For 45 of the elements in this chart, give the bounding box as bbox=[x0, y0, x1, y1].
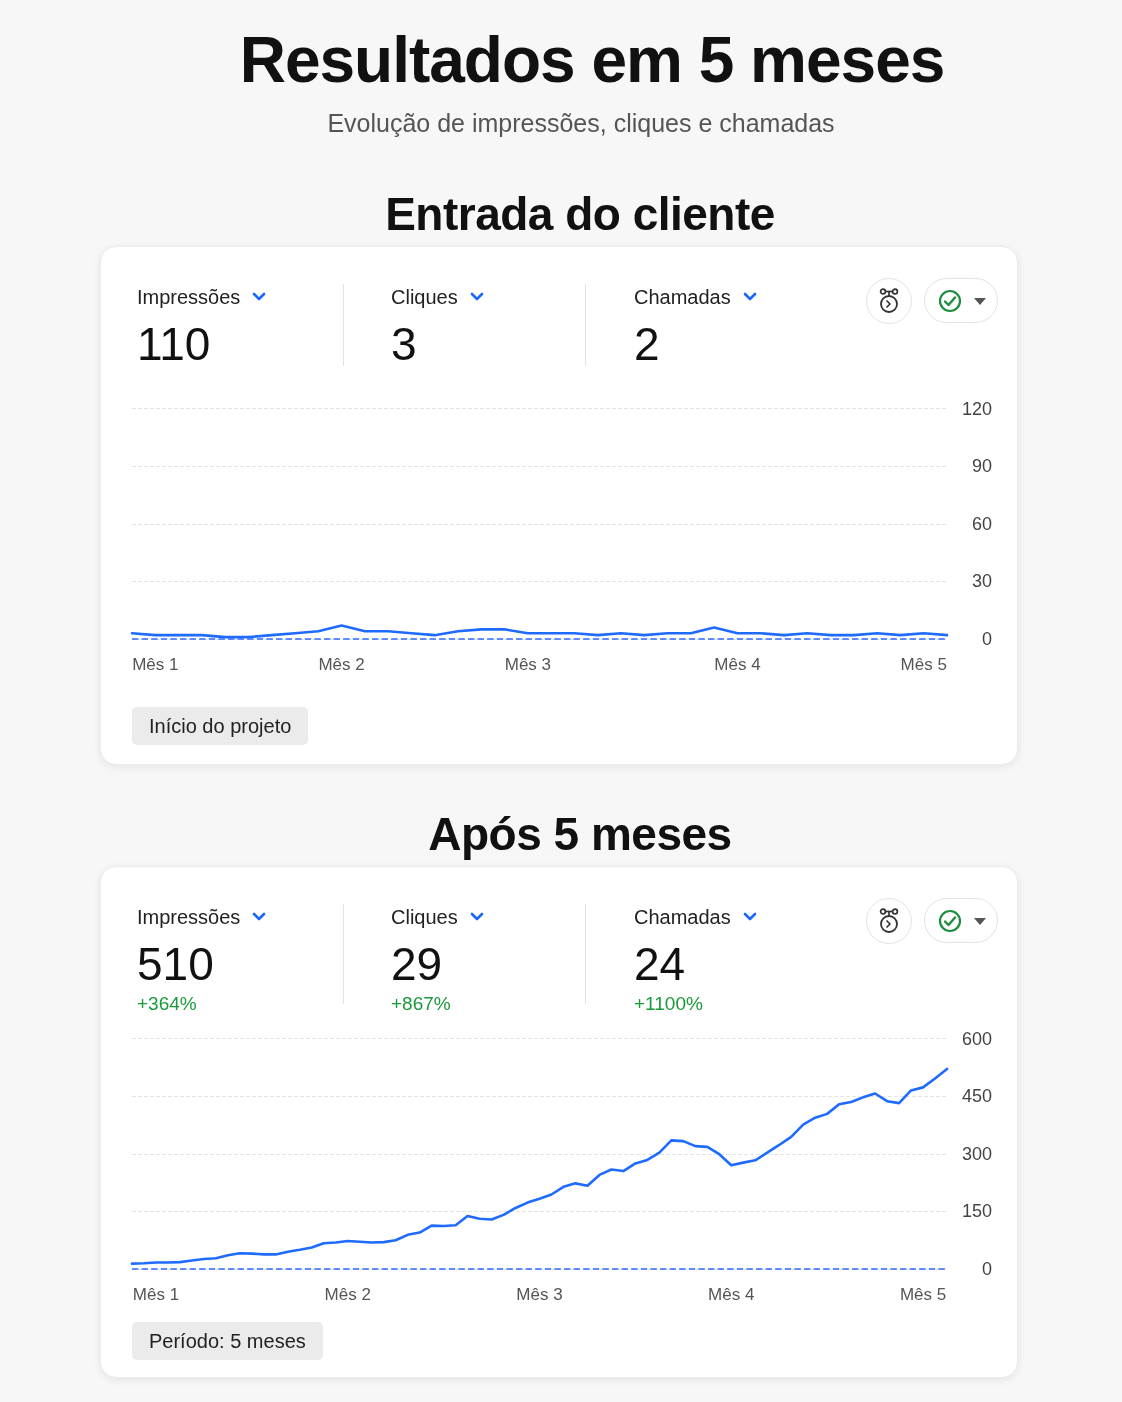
line-series bbox=[130, 624, 949, 639]
x-tick-label: Mês 3 bbox=[504, 655, 552, 674]
y-tick-label: 300 bbox=[961, 1143, 992, 1164]
x-tick-label: Mês 2 bbox=[324, 1285, 371, 1304]
text: +1100% bbox=[634, 992, 703, 1014]
text: +867% bbox=[391, 992, 451, 1014]
badge: Início do projeto bbox=[132, 707, 309, 745]
text: 29 bbox=[391, 937, 443, 990]
chart-title: Após 5 meses bbox=[428, 808, 732, 860]
y-tick-label: 60 bbox=[971, 513, 992, 534]
x-tick-label: Mês 5 bbox=[900, 655, 947, 674]
badge: Período: 5 meses bbox=[132, 1322, 323, 1360]
line-series bbox=[130, 1067, 949, 1265]
chart-title: Entrada do cliente bbox=[385, 188, 775, 240]
x-tick-label: Mês 1 bbox=[132, 655, 179, 674]
x-tick-label: Mês 5 bbox=[899, 1285, 947, 1304]
text: 110 bbox=[137, 317, 211, 370]
x-tick-label: Mês 3 bbox=[516, 1285, 563, 1304]
y-tick-label: 0 bbox=[981, 629, 992, 649]
y-tick-label: 0 bbox=[981, 1259, 992, 1279]
text: Evolução de impressões, cliques e chamadas bbox=[327, 109, 835, 137]
x-tick-label: Mês 4 bbox=[708, 1285, 755, 1304]
text: +364% bbox=[137, 992, 197, 1014]
text: Chamadas bbox=[634, 285, 731, 308]
y-tick-label: 600 bbox=[961, 1028, 992, 1049]
text: 510 bbox=[137, 937, 214, 990]
y-tick-label: 120 bbox=[961, 398, 992, 419]
text: 3 bbox=[391, 317, 417, 370]
x-tick-label: Mês 2 bbox=[318, 655, 365, 674]
y-tick-label: 30 bbox=[971, 571, 992, 592]
text: 2 bbox=[634, 317, 660, 370]
y-tick-label: 150 bbox=[961, 1201, 992, 1222]
x-tick-label: Mês 1 bbox=[132, 1285, 180, 1304]
card: Impressões 110 Cliques 3 Chamadas 2 0 30 60 90 120 Mês 1 Mês 2 Mês 3 Mês 4 Mês 5 Início do projeto bbox=[100, 246, 1018, 765]
text: 24 bbox=[634, 937, 686, 990]
y-tick-label: 90 bbox=[971, 456, 992, 477]
text: Cliques bbox=[391, 905, 458, 928]
text: Impressões bbox=[137, 905, 241, 928]
text: Resultados em 5 meses bbox=[239, 24, 945, 96]
text: Chamadas bbox=[634, 905, 731, 928]
text: Cliques bbox=[391, 285, 458, 308]
x-tick-label: Mês 4 bbox=[714, 655, 761, 674]
card: Impressões 510 +364% Cliques 29 +867% Chamadas 24 +1100% 0 150 300 450 600 Mês 1 Mês 2 Mês 3 Mês 4 Mês 5 Período: 5 meses bbox=[100, 866, 1018, 1378]
y-tick-label: 450 bbox=[961, 1086, 992, 1107]
text: Impressões bbox=[137, 285, 241, 308]
